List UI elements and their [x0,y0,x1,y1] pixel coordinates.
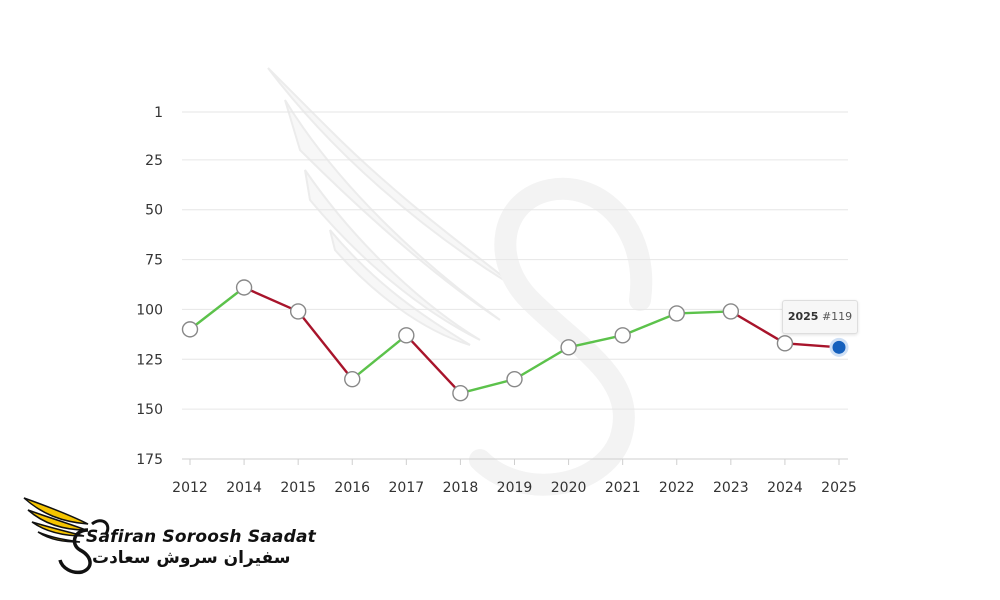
x-tick-label: 2024 [767,480,803,496]
x-tick-label: 2012 [172,480,208,496]
winged-s-logo-icon [23,497,110,575]
tooltip-rank: #119 [821,310,853,323]
data-point[interactable] [235,279,253,296]
tooltip-year: 2025 [787,310,819,323]
logo-name-persian: سفیران سروش سعادت [92,548,291,568]
x-tick-label: 2020 [551,480,587,496]
line-segment-down [405,334,462,395]
line-segment-up [622,312,678,337]
data-point[interactable] [668,305,685,322]
data-point[interactable] [452,384,469,402]
data-tooltip: 2025 #119 [782,300,858,334]
data-point[interactable] [344,371,361,388]
line-segment-down [297,310,354,380]
line-segment-up [513,346,570,381]
line-segment-up [568,334,623,349]
line-segment-up [676,310,731,315]
data-point[interactable] [776,335,794,352]
line-segment-up [351,334,408,381]
x-tick-label: 2025 [821,480,857,496]
data-point[interactable] [181,321,199,338]
y-tick-label: 50 [145,203,163,219]
logo-name-english: Safiran Soroosh Saadat [86,527,316,547]
winged-s-watermark-icon [267,67,653,496]
x-tick-label: 2021 [605,480,641,496]
y-tick-label: 75 [145,253,163,269]
x-tick-label: 2014 [226,480,262,496]
line-segment-down [243,286,299,313]
series-points [181,279,849,402]
line-segment-up [460,378,515,395]
y-tick-label: 175 [136,452,163,468]
y-tick-label: 150 [136,402,163,418]
line-segment-up [189,286,245,331]
data-point[interactable] [722,303,740,320]
y-tick-label: 100 [136,302,163,318]
x-tick-label: 2022 [659,480,695,496]
x-tick-label: 2015 [280,480,316,496]
data-point[interactable] [506,371,523,388]
x-tick-label: 2016 [334,480,370,496]
data-point[interactable] [289,303,307,320]
company-logo: Safiran Soroosh Saadat سفیران سروش سعادت [22,494,316,578]
data-point-active[interactable] [829,337,849,357]
data-point[interactable] [560,339,577,356]
x-tick-label: 2023 [713,480,749,496]
data-point[interactable] [614,327,631,344]
y-tick-label: 125 [136,352,163,368]
x-tick-label: 2018 [443,480,479,496]
x-tick-label: 2019 [497,480,533,496]
y-tick-label: 25 [145,153,163,169]
data-point[interactable] [398,327,415,344]
line-segment-down [730,310,786,345]
x-tick-label: 2017 [389,480,425,496]
y-tick-label: 1 [154,105,163,121]
